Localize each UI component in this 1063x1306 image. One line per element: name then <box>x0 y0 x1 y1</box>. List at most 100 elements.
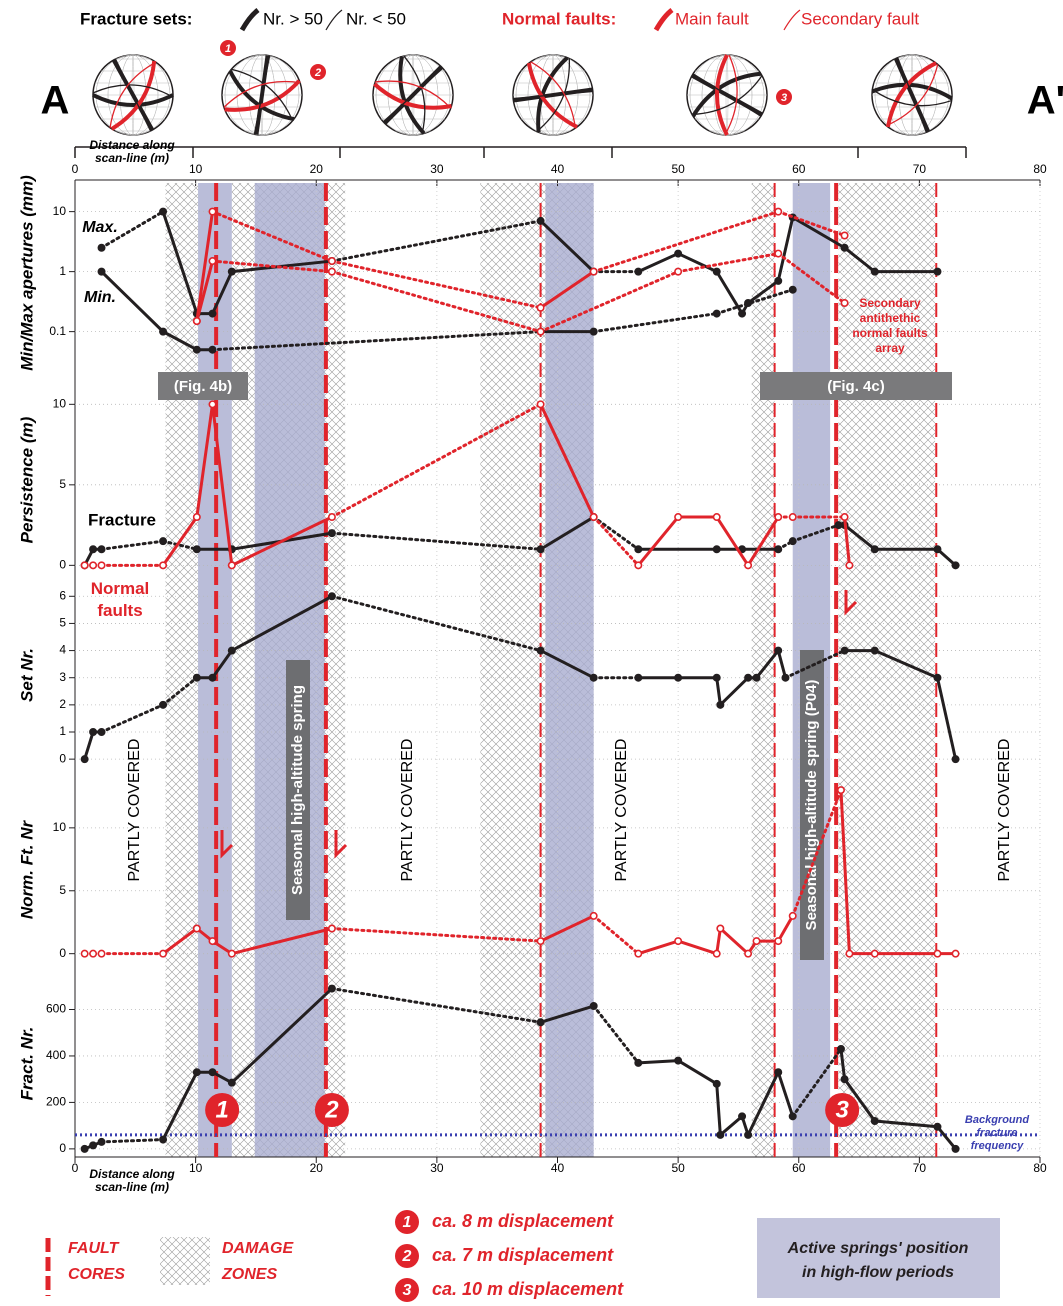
data-point <box>752 673 761 682</box>
series-segment <box>539 649 596 680</box>
data-point <box>738 1112 747 1121</box>
spring-label-box <box>286 660 310 920</box>
legend-springs-box <box>757 1218 1000 1298</box>
stereonet-plane <box>373 82 452 110</box>
data-point <box>327 257 336 266</box>
data-point <box>192 317 201 326</box>
legend-normal-faults: Normal faults: <box>502 9 616 28</box>
stereonet-plane <box>110 60 157 131</box>
data-point <box>845 949 854 958</box>
stereonet <box>686 54 768 136</box>
stereonet-grid <box>224 54 300 136</box>
series-segment <box>935 676 958 761</box>
series-segment <box>783 649 847 680</box>
fault-badge-label: 2 <box>402 1248 412 1265</box>
series-segment <box>636 515 680 567</box>
data-point <box>89 727 98 736</box>
stereonet-plane <box>382 67 444 123</box>
x-tick-label: 60 <box>792 162 806 176</box>
data-point <box>159 1135 168 1144</box>
series-segment <box>230 515 334 567</box>
section-start: A <box>41 79 70 123</box>
y-axis-label: Min/Max apertures (mm) <box>17 175 36 371</box>
series-segment <box>100 270 165 334</box>
legend-damage-zone <box>160 1237 210 1285</box>
series-segment <box>843 523 877 551</box>
series-segment <box>636 939 680 956</box>
data-point <box>840 1075 849 1084</box>
legend-label-line: Active springs' position <box>787 1240 969 1257</box>
figure-ref: (Fig. 4b) <box>174 378 232 395</box>
data-point <box>774 545 783 554</box>
series-segment <box>873 1119 939 1129</box>
stereonet-plane <box>253 55 271 135</box>
series-segment <box>715 927 722 956</box>
data-point <box>870 1116 879 1125</box>
annotation-line: antithethic <box>860 311 921 325</box>
legend-icon <box>783 9 801 31</box>
data-point <box>744 561 753 570</box>
x-axis-label-line: Distance along <box>89 138 175 152</box>
data-point <box>744 673 753 682</box>
stereonet-plane <box>526 62 578 129</box>
series-segment <box>539 914 596 943</box>
data-point <box>674 249 683 258</box>
data-point <box>536 303 545 312</box>
x-tick-label: 10 <box>189 1161 203 1175</box>
y-tick-label: 5 <box>59 477 66 491</box>
series-segment <box>161 927 199 956</box>
data-point <box>712 267 721 276</box>
data-point <box>634 267 643 276</box>
data-point <box>327 513 336 522</box>
annotation: Min. <box>84 289 116 306</box>
series-segment <box>776 649 787 680</box>
annotation: Fracture <box>88 510 156 529</box>
data-point <box>327 267 336 276</box>
figure-ref-box <box>760 372 952 400</box>
data-point <box>845 561 854 570</box>
data-point <box>774 937 783 946</box>
data-point <box>870 267 879 276</box>
legend-label-line: ZONES <box>221 1266 277 1283</box>
data-point <box>712 1079 721 1088</box>
data-point <box>951 755 960 764</box>
series-segment <box>100 703 165 734</box>
section-end: A' <box>1027 79 1063 123</box>
series-segment <box>776 215 795 283</box>
legend-displacement: ca. 10 m displacement <box>432 1279 624 1299</box>
y-tick-label: 0 <box>59 558 66 572</box>
data-point <box>227 646 236 655</box>
series-segment <box>100 1138 165 1144</box>
x-tick-label: 80 <box>1033 162 1047 176</box>
data-point <box>192 545 201 554</box>
series-segment <box>592 1004 640 1065</box>
y-tick-label: 400 <box>46 1048 66 1062</box>
stereonet-plane <box>536 56 569 133</box>
data-point <box>227 561 236 570</box>
data-point <box>840 646 849 655</box>
stereonet-plane <box>715 54 729 136</box>
series-segment <box>330 927 543 943</box>
series-segment <box>161 539 199 551</box>
annotation-line: Secondary <box>859 296 921 310</box>
series-segment <box>592 210 780 274</box>
data-point <box>327 529 336 538</box>
legend-displacement: ca. 8 m displacement <box>432 1211 614 1231</box>
data-point <box>208 673 217 682</box>
stereonet-plane <box>871 82 953 101</box>
y-tick-label: 2 <box>59 697 66 711</box>
data-point <box>933 267 942 276</box>
series-segment <box>330 402 543 519</box>
series-segment <box>83 730 95 761</box>
series-segment <box>776 210 847 238</box>
series-segment <box>676 939 719 956</box>
fault-badge-label: 1 <box>225 43 231 55</box>
data-point <box>159 561 168 570</box>
series-segment <box>839 1047 847 1081</box>
x-axis-label-line: scan-line (m) <box>95 151 169 165</box>
data-point <box>788 537 797 546</box>
series-segment <box>230 259 334 274</box>
series-segment <box>935 547 958 567</box>
stereonet-plane <box>114 58 152 132</box>
